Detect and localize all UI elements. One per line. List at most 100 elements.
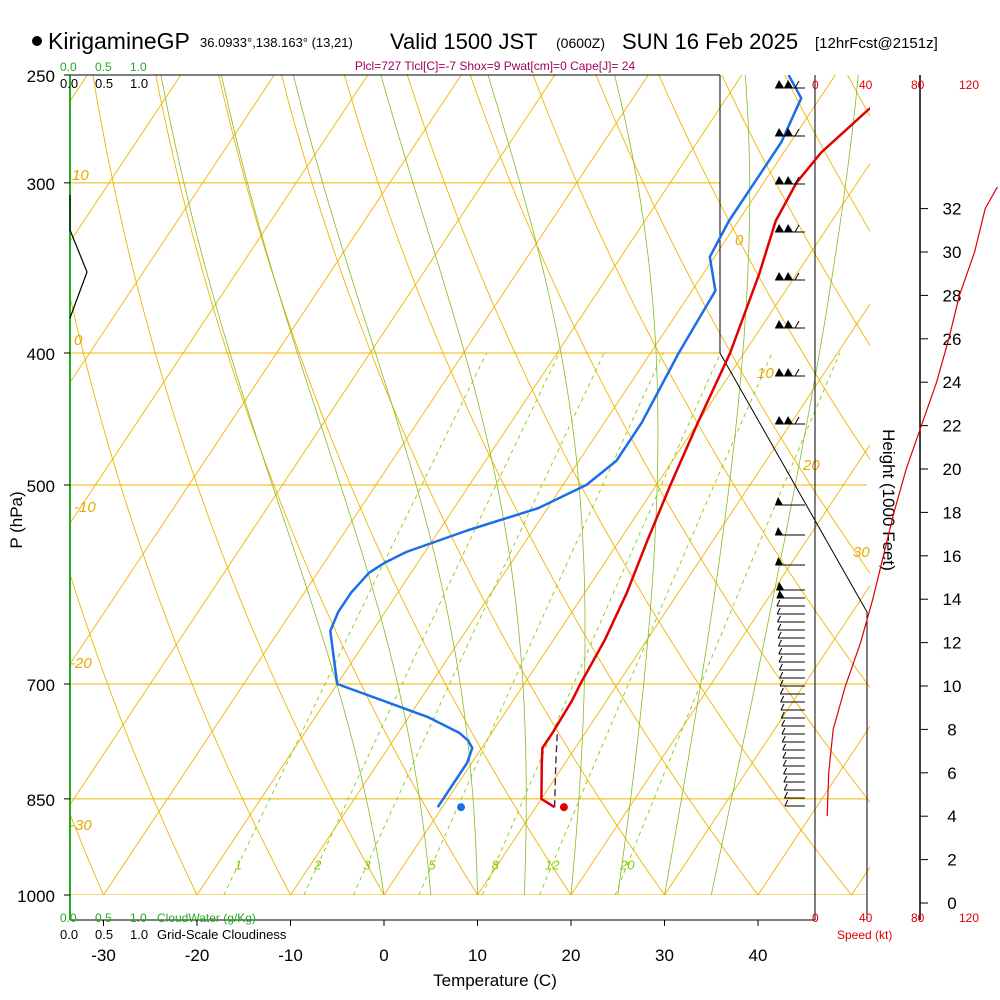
moist-adiabat-lines (160, 75, 859, 895)
mixing-ratio-label-8: 8 (492, 858, 500, 873)
wind-barb-19 (778, 647, 805, 655)
x-tick-label--20: -20 (185, 946, 210, 965)
isotherm--70 (70, 75, 275, 384)
wind-barb-11 (776, 582, 805, 591)
cloudwater-tick-bottom-1: 0.5 (95, 911, 112, 925)
moist-adiabat-30 (664, 75, 751, 895)
cloudiness-tick-top-2: 1.0 (130, 76, 148, 91)
cloudiness-tick-top-0: 0.0 (60, 76, 78, 91)
moist-adiabat-10 (293, 75, 478, 895)
wind-barb-24 (779, 687, 805, 695)
isotherm--80 (70, 75, 182, 243)
wind-barb-7 (775, 416, 805, 425)
cloudwater-tick-bottom-2: 1.0 (130, 911, 147, 925)
temperature-line (540, 106, 870, 809)
mixing-ratio-12 (539, 352, 773, 895)
mixing-ratio-label-3: 3 (363, 858, 371, 873)
mixing-ratio-20 (614, 352, 841, 895)
dry-adiabat-label-3: -20 (70, 655, 92, 672)
cloudiness-label: Grid-Scale Cloudiness (157, 927, 287, 942)
p-tick-label-250: 250 (27, 67, 55, 86)
wind-speed-profile (826, 186, 998, 817)
isotherm-30 (664, 584, 870, 895)
height-axis-title: Height (1000 Feet) (879, 429, 898, 571)
wind-barb-9 (775, 527, 805, 536)
wind-barb-29 (781, 727, 805, 735)
moist-adiabat-35 (710, 75, 859, 895)
valid-time: Valid 1500 JST (390, 29, 538, 54)
height-tick-label-10: 10 (943, 677, 962, 696)
height-tick-label-18: 18 (943, 503, 962, 522)
wind-barb-15 (777, 615, 805, 623)
moist-adiabat-20 (487, 75, 586, 895)
speed-tick-top-3: 120 (959, 78, 979, 92)
parcel-line (553, 732, 558, 808)
cloudiness-tick-top-1: 0.5 (95, 76, 113, 91)
p-tick-label-400: 400 (27, 345, 55, 364)
dry-adiabat-90 (658, 75, 870, 461)
wind-barb-10 (775, 557, 805, 566)
cloudwater-tick-top-0: 0.0 (60, 60, 77, 74)
dry-adiabat-120 (847, 75, 870, 118)
p-tick-label-1000: 1000 (17, 887, 55, 906)
y-axis-title: P (hPa) (7, 491, 26, 548)
isotherm--20 (196, 75, 743, 895)
mixing-ratio-label-1: 1 (235, 858, 242, 873)
cloudwater-tick-top-1: 0.5 (95, 60, 112, 74)
isotherm-label-20: 20 (802, 457, 820, 474)
dry-adiabat-50 (406, 75, 852, 895)
speed-tick-bottom-0: 0 (812, 911, 819, 925)
p-tick-label-700: 700 (27, 676, 55, 695)
wind-barb-28 (781, 719, 805, 727)
cloudwater-tick-top-2: 1.0 (130, 60, 147, 74)
mixing-ratio-3 (352, 352, 605, 895)
cloudwater-tick-bottom-0: 0.0 (60, 911, 77, 925)
mixing-ratio-label-5: 5 (429, 858, 437, 873)
height-tick-label-32: 32 (943, 200, 962, 219)
wind-barb-30 (781, 735, 805, 743)
dewpoint-line (329, 75, 803, 808)
dry-adiabat-label-4: -30 (70, 817, 92, 834)
x-tick-label-20: 20 (562, 946, 581, 965)
isotherm--50 (70, 75, 462, 665)
cloudiness-tick-bottom-2: 1.0 (130, 927, 148, 942)
wind-barb-2 (775, 176, 805, 185)
speed-tick-top-1: 40 (859, 78, 873, 92)
height-tick-label-8: 8 (947, 720, 956, 739)
dry-adiabat--20 (70, 572, 198, 895)
wind-barb-1 (775, 128, 805, 137)
x-axis-ticks: -30 -20 -10 0 10 20 30 40 (91, 920, 767, 965)
speed-tick-bottom-3: 120 (959, 911, 979, 925)
wind-barb-33 (782, 759, 805, 767)
isotherm-label-10: 10 (757, 365, 774, 382)
x-axis-title: Temperature (C) (433, 971, 557, 990)
station-marker (32, 36, 42, 46)
wind-barb-38 (784, 799, 805, 807)
p-tick-label-300: 300 (27, 175, 55, 194)
isotherm--10 (290, 75, 836, 895)
speed-tick-bottom-1: 40 (859, 911, 873, 925)
mixing-ratio-label-20: 20 (619, 858, 635, 873)
height-tick-label-0: 0 (947, 894, 956, 913)
mixing-ratio-label-2: 2 (313, 858, 322, 873)
dry-adiabat-40 (343, 75, 759, 895)
wind-barb-16 (777, 623, 805, 631)
forecast-info: [12hrFcst@2151z] (815, 35, 938, 52)
station-coords: 36.0933°,138.163° (13,21) (200, 35, 353, 50)
x-tick-label--10: -10 (278, 946, 303, 965)
x-tick-label-10: 10 (468, 946, 487, 965)
height-tick-label-24: 24 (943, 373, 962, 392)
height-tick-label-6: 6 (947, 764, 956, 783)
x-tick-label-0: 0 (379, 946, 388, 965)
surface-temperature-dot (559, 803, 568, 812)
stability-indices: Plcl=727 Tlcl[C]=-7 Shox=9 Pwat[cm]=0 Ca… (355, 59, 636, 73)
wind-barb-17 (777, 631, 805, 639)
height-tick-label-30: 30 (943, 243, 962, 262)
dry-adiabat-100 (721, 75, 870, 347)
height-tick-label-12: 12 (943, 634, 962, 653)
dry-adiabat-10 (155, 75, 478, 895)
mixing-ratio-label-12: 12 (545, 858, 560, 873)
height-tick-label-2: 2 (947, 851, 956, 870)
isotherm-50 (851, 866, 870, 895)
